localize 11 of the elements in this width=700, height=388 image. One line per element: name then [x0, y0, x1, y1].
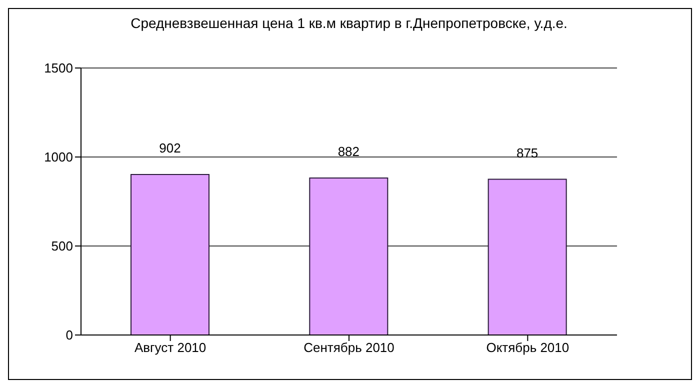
y-tick-label: 0: [66, 328, 73, 343]
x-tick-label: Август 2010: [134, 340, 206, 356]
data-label: 875: [516, 145, 538, 160]
x-tick-label: Сентябрь 2010: [304, 340, 394, 356]
x-tick-label: Октябрь 2010: [486, 340, 570, 356]
chart-title: Средневзвешенная цена 1 кв.м квартир в г.Днепропетровске, у.д.е.: [130, 14, 568, 33]
data-label: 882: [338, 144, 360, 160]
data-label: 902: [159, 140, 181, 156]
y-tick-label: 500: [51, 238, 73, 254]
y-tick-label: 1000: [44, 150, 73, 165]
y-tick-label: 1500: [44, 60, 73, 76]
